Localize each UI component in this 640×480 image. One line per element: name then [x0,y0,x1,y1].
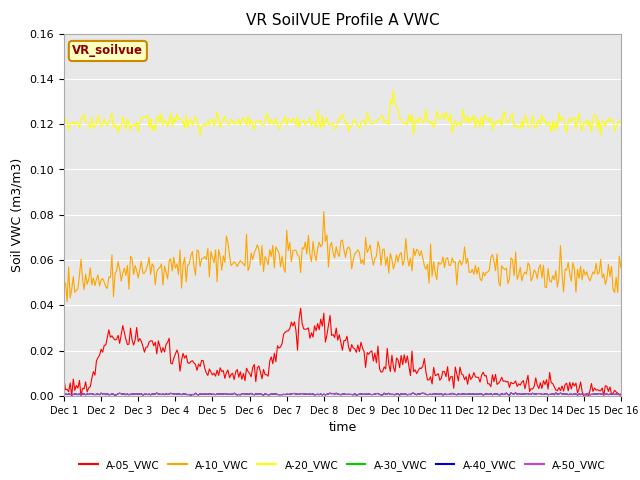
A-20_VWC [390,87,397,93]
A-40_VWC [76,391,83,397]
A-05_VWC [552,387,559,393]
Line: A-50_VWC: A-50_VWC [64,393,621,395]
A-30_VWC [60,391,68,397]
A-10_VWC [412,253,419,259]
A-30_VWC [397,391,405,396]
A-40_VWC [379,392,387,398]
A-40_VWC [552,390,559,396]
A-20_VWC [550,127,558,133]
A-20_VWC [617,119,625,125]
Line: A-30_VWC: A-30_VWC [64,393,621,395]
A-30_VWC [617,392,625,397]
A-20_VWC [377,113,385,119]
A-50_VWC [552,390,559,396]
A-10_VWC [77,256,85,262]
Y-axis label: Soil VWC (m3/m3): Soil VWC (m3/m3) [11,157,24,272]
A-05_VWC [60,377,68,383]
A-50_VWC [187,392,195,398]
A-30_VWC [187,392,195,398]
A-20_VWC [164,124,172,130]
A-10_VWC [399,263,406,268]
A-40_VWC [187,392,195,398]
Line: A-05_VWC: A-05_VWC [64,308,621,396]
A-50_VWC [397,391,405,396]
A-10_VWC [617,264,625,270]
A-50_VWC [379,392,387,398]
A-40_VWC [164,392,172,397]
A-10_VWC [380,246,388,252]
A-30_VWC [76,391,83,397]
A-10_VWC [552,268,559,274]
A-20_VWC [76,125,83,131]
A-20_VWC [397,116,405,122]
A-40_VWC [397,391,405,396]
A-40_VWC [410,390,417,396]
A-50_VWC [76,391,83,397]
A-05_VWC [297,305,305,311]
X-axis label: time: time [328,421,356,434]
A-50_VWC [410,390,417,396]
A-05_VWC [77,393,85,399]
A-05_VWC [412,367,419,372]
A-30_VWC [164,392,172,397]
A-05_VWC [68,393,76,399]
A-30_VWC [507,390,515,396]
A-10_VWC [320,209,328,215]
A-40_VWC [60,391,68,397]
A-05_VWC [399,361,406,367]
Line: A-20_VWC: A-20_VWC [64,90,621,135]
Legend: A-05_VWC, A-10_VWC, A-20_VWC, A-30_VWC, A-40_VWC, A-50_VWC: A-05_VWC, A-10_VWC, A-20_VWC, A-30_VWC, … [75,456,610,475]
A-20_VWC [410,131,417,137]
Title: VR SoilVUE Profile A VWC: VR SoilVUE Profile A VWC [246,13,439,28]
A-40_VWC [507,390,515,396]
A-50_VWC [164,392,172,397]
A-30_VWC [379,392,387,398]
A-50_VWC [60,391,68,397]
A-05_VWC [165,336,173,341]
A-20_VWC [60,111,68,117]
A-20_VWC [597,132,605,138]
Line: A-10_VWC: A-10_VWC [64,212,621,301]
A-10_VWC [165,258,173,264]
A-50_VWC [507,390,515,396]
Line: A-40_VWC: A-40_VWC [64,393,621,395]
Text: VR_soilvue: VR_soilvue [72,45,143,58]
A-10_VWC [63,299,71,304]
A-30_VWC [552,390,559,396]
A-10_VWC [60,284,68,289]
A-05_VWC [380,364,388,370]
A-30_VWC [410,390,417,396]
A-40_VWC [617,392,625,397]
A-50_VWC [617,392,625,397]
A-05_VWC [617,391,625,397]
